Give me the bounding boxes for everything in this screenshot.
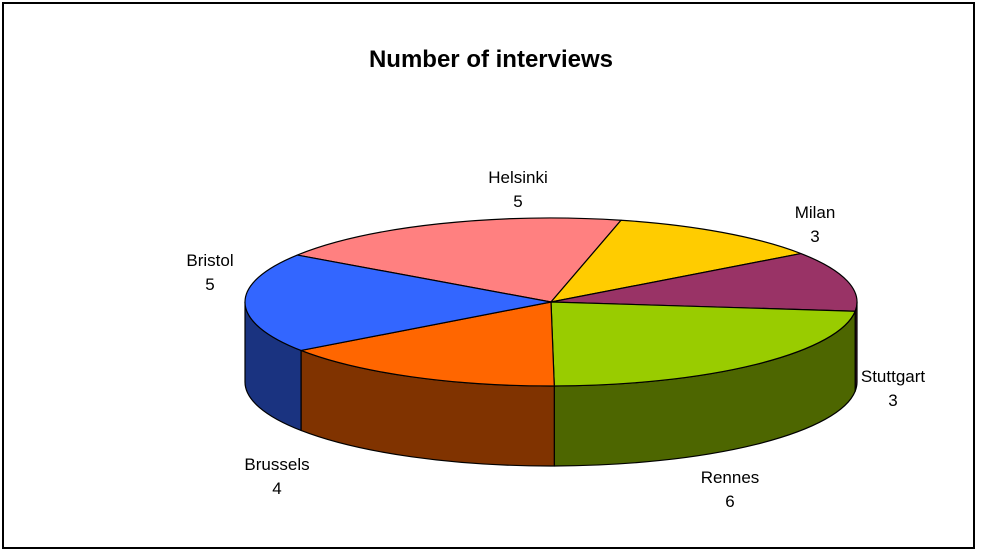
slice-label-stuttgart: Stuttgart (861, 367, 926, 386)
slice-value-rennes: 6 (725, 492, 734, 511)
pie-slice-bristol (244, 254, 552, 352)
pie-slice-milan (550, 219, 802, 303)
pie-slice-brussels (300, 301, 555, 387)
pie-slice-helsinki (296, 217, 622, 303)
slice-value-milan: 3 (810, 227, 819, 246)
pie-labels: Helsinki 5 Milan 3 Stuttgart 3 Rennes 6 Brussels… (186, 168, 925, 511)
chart-title: Number of interviews (368, 46, 614, 73)
pie-top-faces (244, 217, 858, 387)
slice-label-milan: Milan (795, 203, 836, 222)
slice-label-helsinki: Helsinki (488, 168, 548, 187)
pie-slice-rennes (550, 301, 856, 387)
slice-value-helsinki: 5 (513, 192, 522, 211)
slice-value-bristol: 5 (205, 275, 214, 294)
slice-value-brussels: 4 (272, 479, 281, 498)
slice-label-brussels: Brussels (244, 455, 309, 474)
pie-slice-stuttgart (550, 252, 858, 312)
slice-label-bristol: Bristol (186, 251, 233, 270)
slice-value-stuttgart: 3 (888, 391, 897, 410)
slice-label-rennes: Rennes (701, 468, 760, 487)
